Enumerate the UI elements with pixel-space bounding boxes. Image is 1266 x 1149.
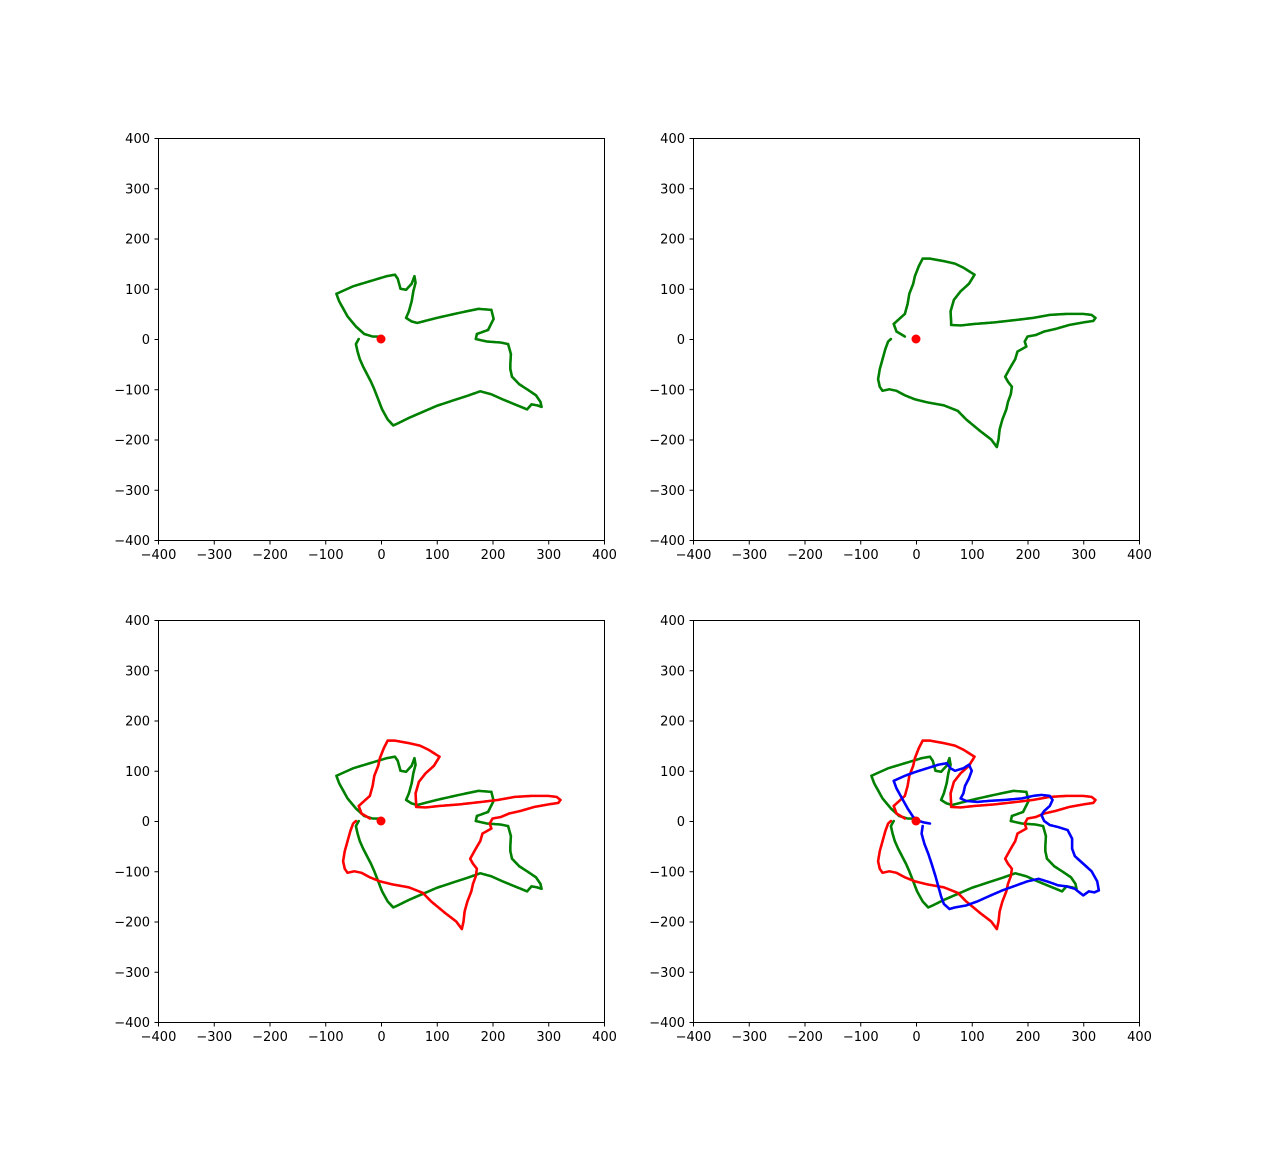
y-tick-label: −100 (114, 865, 150, 880)
y-tick-label: 400 (125, 132, 150, 147)
y-tick-label: 0 (142, 333, 150, 348)
y-tick-label: −100 (649, 865, 685, 880)
data-point (889, 819, 893, 823)
y-tick-label: −200 (114, 434, 150, 449)
y-tick-label: −300 (649, 484, 685, 499)
y-tick-label: −300 (114, 966, 150, 981)
y-tick-label: 200 (660, 233, 685, 248)
x-tick-label: 0 (377, 1030, 385, 1045)
x-tick-label: −400 (141, 1030, 177, 1045)
y-tick-label: 200 (125, 715, 150, 730)
y-tick-label: −400 (649, 1016, 685, 1031)
subplot-bottom-right: −400 −300 −200 −100 0 100 200 300 400 400 300 200 10… (649, 614, 1152, 1045)
y-tick-label: −200 (649, 916, 685, 931)
x-tick-label: −200 (787, 548, 823, 563)
x-tick-label: 400 (1127, 1030, 1152, 1045)
y-tick-label: −300 (114, 484, 150, 499)
x-tick-label: −400 (676, 1030, 712, 1045)
plot-area (335, 739, 562, 931)
data-point (921, 824, 924, 828)
y-tick-label: 100 (660, 283, 685, 298)
origin-marker (911, 334, 921, 344)
x-tick-label: 0 (912, 548, 920, 563)
y-tick-label: 400 (660, 614, 685, 629)
x-tick-label: 200 (1016, 1030, 1041, 1045)
x-tick-label: 100 (425, 548, 450, 563)
series-1 (341, 739, 562, 931)
y-tick-label: −100 (649, 383, 685, 398)
x-tick-label: 300 (1071, 1030, 1096, 1045)
x-tick-label: 300 (536, 1030, 561, 1045)
x-tick-label: −300 (731, 1030, 767, 1045)
origin-marker (376, 816, 386, 826)
x-tick-label: 400 (592, 1030, 617, 1045)
data-point (357, 337, 361, 341)
y-tick-label: 0 (677, 333, 685, 348)
x-tick-label: 200 (481, 1030, 506, 1045)
x-tick-label: −300 (196, 1030, 232, 1045)
x-tick-label: 200 (481, 548, 506, 563)
x-tick-label: 100 (960, 548, 985, 563)
series-0 (876, 257, 1097, 449)
y-tick-label: 300 (125, 182, 150, 197)
origin-marker (911, 816, 921, 826)
y-tick-label: −200 (114, 916, 150, 931)
y-tick-label: −400 (649, 534, 685, 549)
y-tick-label: −400 (114, 1016, 150, 1031)
y-tick-label: −100 (114, 383, 150, 398)
x-tick-label: −100 (843, 548, 879, 563)
y-tick-label: 300 (660, 664, 685, 679)
data-point (357, 819, 361, 823)
x-tick-label: 400 (1127, 548, 1152, 563)
y-tick-label: 200 (660, 715, 685, 730)
x-tick-label: −200 (252, 1030, 288, 1045)
x-tick-label: −400 (141, 548, 177, 563)
x-tick-label: −400 (676, 548, 712, 563)
y-tick-label: 400 (125, 614, 150, 629)
x-tick-label: 300 (536, 548, 561, 563)
y-tick-label: −300 (649, 966, 685, 981)
subplot-top-right: −400 −300 −200 −100 0 100 200 300 400 400 300 200 10… (649, 132, 1152, 563)
x-tick-label: −100 (308, 1030, 344, 1045)
x-tick-label: −100 (308, 548, 344, 563)
y-tick-label: −400 (114, 534, 150, 549)
y-tick-label: −200 (649, 434, 685, 449)
series-1 (876, 739, 1097, 931)
y-tick-label: 100 (125, 765, 150, 780)
x-tick-label: −300 (196, 548, 232, 563)
subplot-top-left: −400 −300 −200 −100 0 100 200 300 400 400 300 200 10… (114, 132, 617, 563)
x-tick-label: 100 (425, 1030, 450, 1045)
series-0 (335, 755, 543, 909)
series-0 (335, 273, 543, 427)
data-point (889, 337, 893, 341)
plot-area (870, 739, 1101, 931)
y-tick-label: 300 (125, 664, 150, 679)
data-point (892, 819, 895, 823)
plot-area (876, 257, 1097, 449)
x-tick-label: 300 (1071, 548, 1096, 563)
x-tick-label: 200 (1016, 548, 1041, 563)
x-tick-label: 100 (960, 1030, 985, 1045)
y-tick-label: 0 (142, 815, 150, 830)
y-tick-label: 100 (660, 765, 685, 780)
x-tick-label: 0 (377, 548, 385, 563)
x-tick-label: 0 (912, 1030, 920, 1045)
subplot-bottom-left: −400 −300 −200 −100 0 100 200 300 400 400 300 200 10… (114, 614, 617, 1045)
x-tick-label: −200 (787, 1030, 823, 1045)
y-tick-label: 200 (125, 233, 150, 248)
plot-area (335, 273, 543, 427)
x-tick-label: 400 (592, 548, 617, 563)
series-2 (892, 761, 1101, 911)
origin-marker (376, 334, 386, 344)
y-tick-label: 300 (660, 182, 685, 197)
y-tick-label: 400 (660, 132, 685, 147)
y-tick-label: 100 (125, 283, 150, 298)
x-tick-label: −200 (252, 548, 288, 563)
x-tick-label: −100 (843, 1030, 879, 1045)
data-point (354, 819, 358, 823)
y-tick-label: 0 (677, 815, 685, 830)
x-tick-label: −300 (731, 548, 767, 563)
